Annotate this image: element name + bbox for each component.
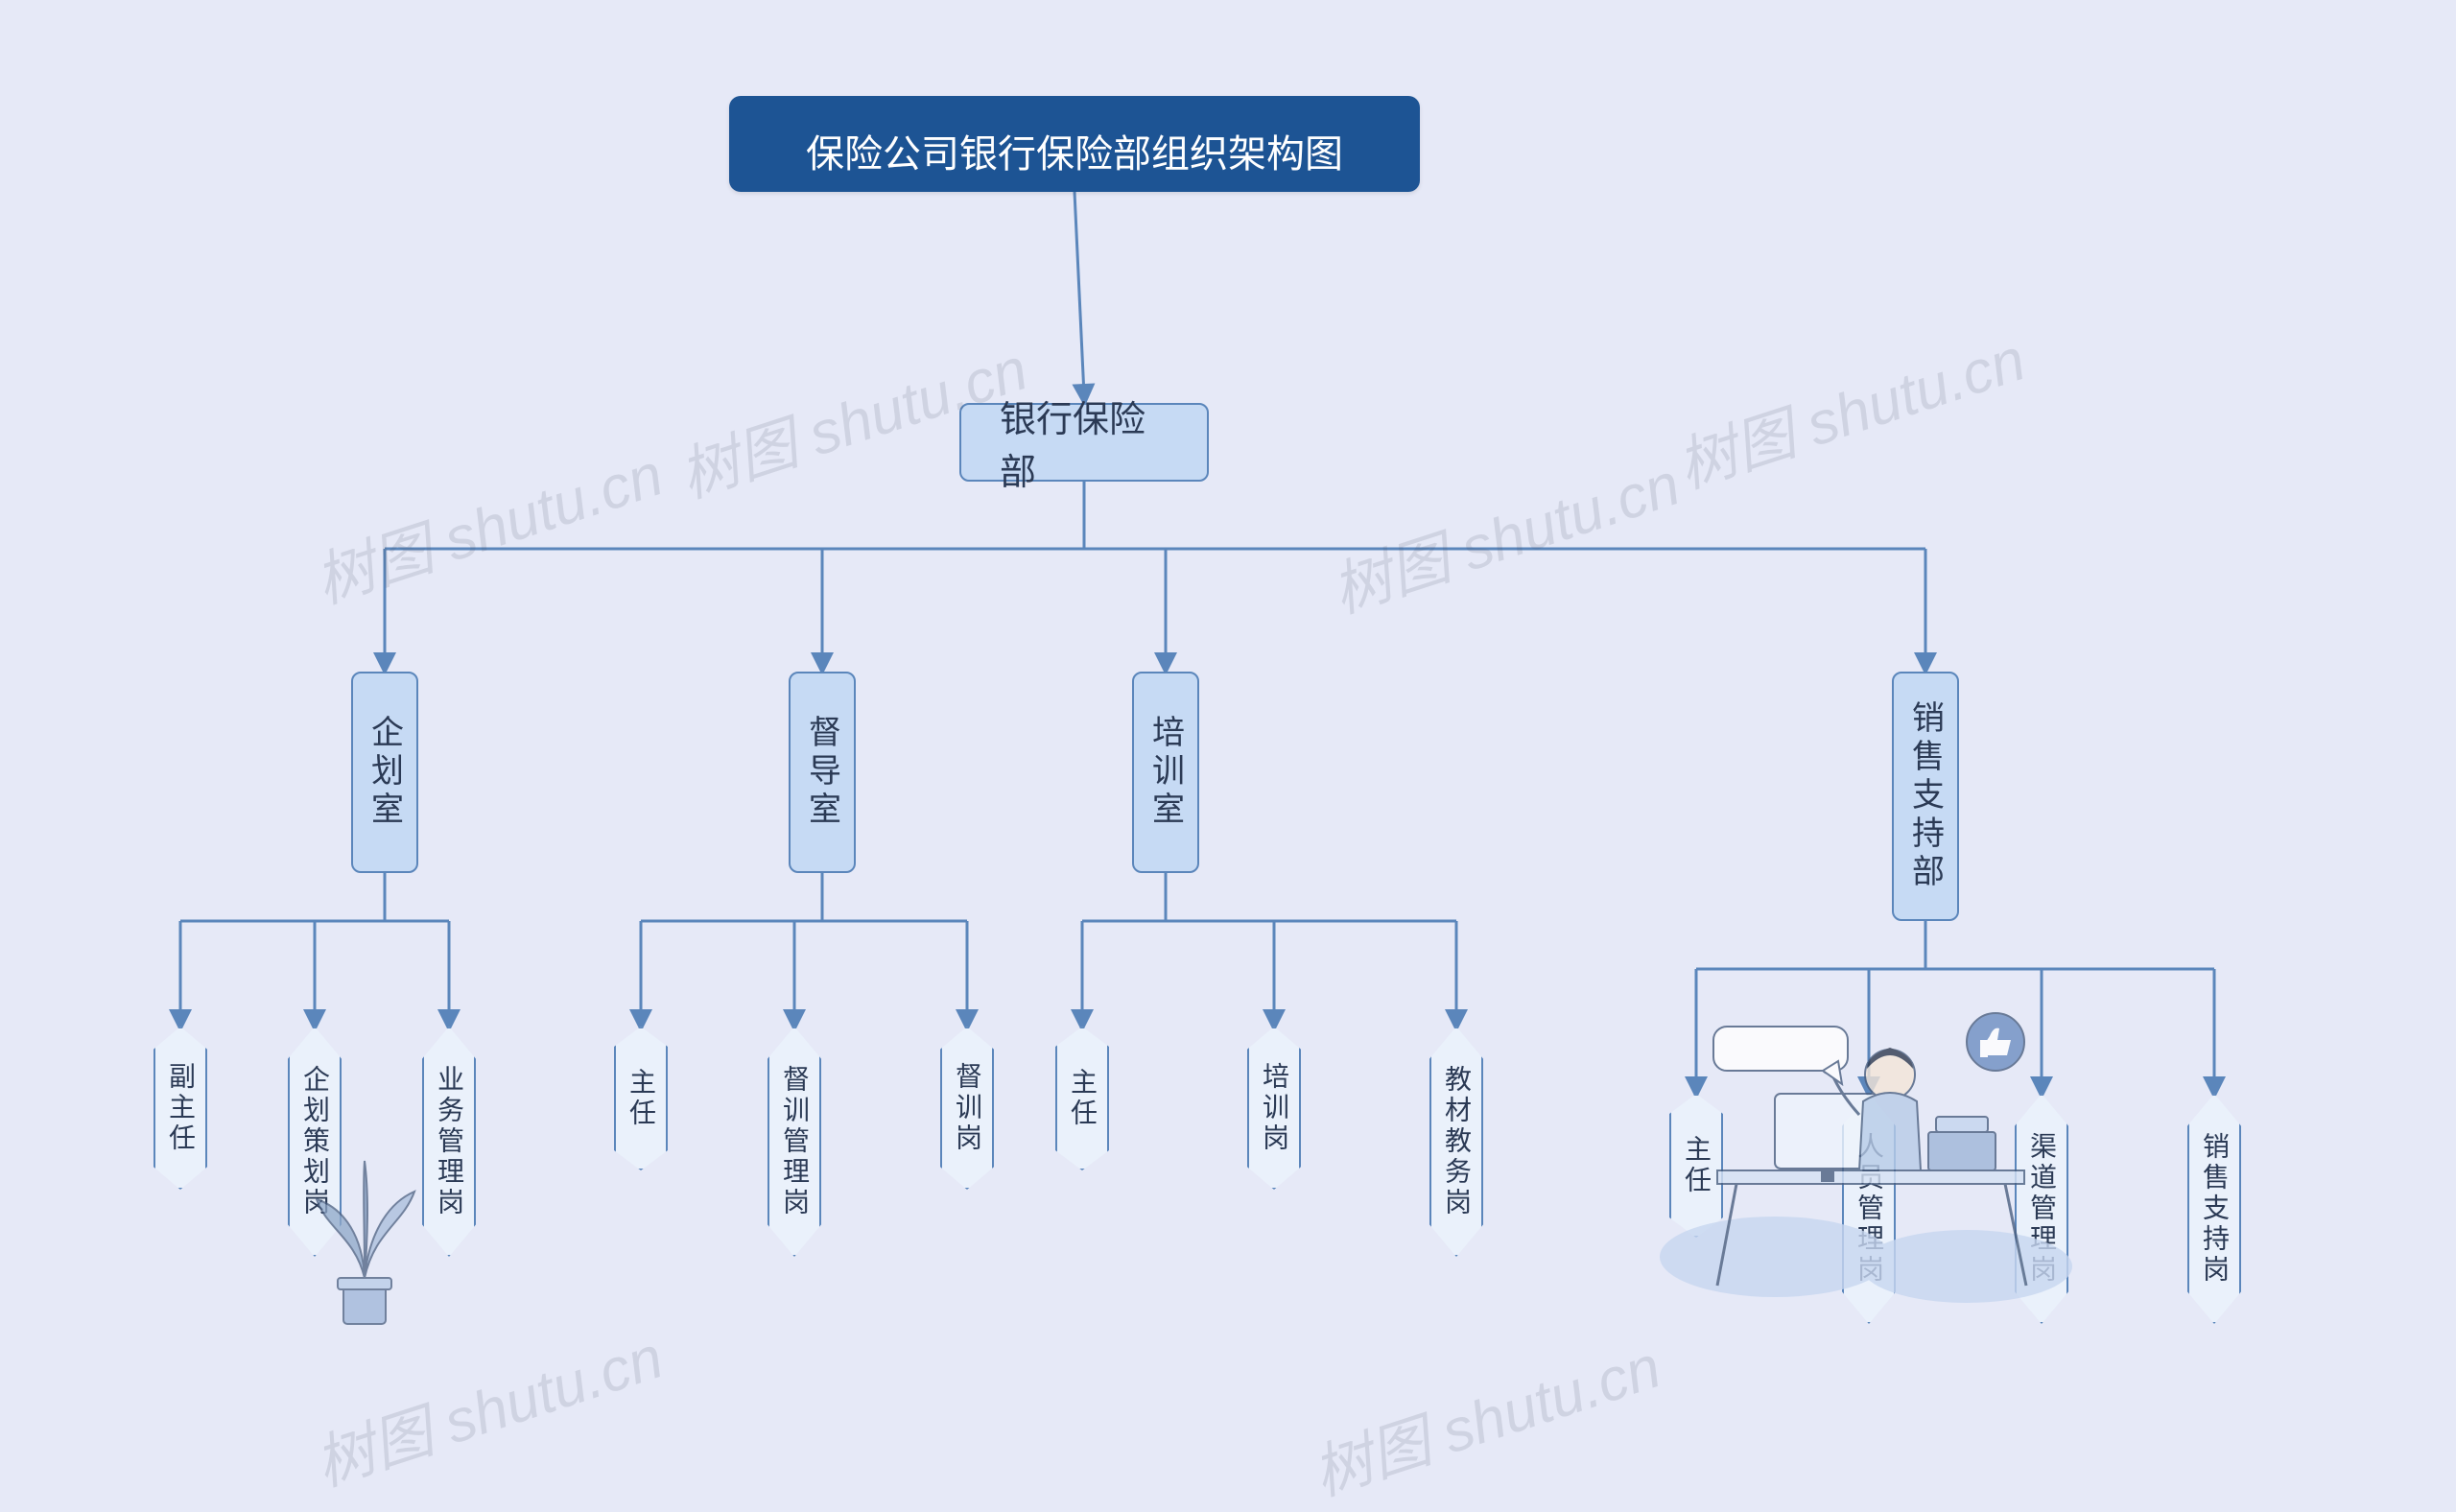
department-node: 银行保险部 (959, 403, 1209, 482)
leaf-node: 培训岗 (1247, 1027, 1301, 1190)
leaf-node: 教材教务岗 (1429, 1027, 1483, 1257)
room-node-sales: 销售支持部 (1892, 672, 1959, 921)
leaf-node: 督训岗 (940, 1027, 994, 1190)
leaf-node: 督训管理岗 (768, 1027, 821, 1257)
leaf-node: 主任 (614, 1027, 668, 1170)
watermark: 树图 shutu.cn (1300, 1318, 1669, 1512)
leaf-node: 副主任 (154, 1027, 207, 1190)
root-title: 保险公司银行保险部组织架构图 (729, 96, 1420, 192)
watermark: 树图 shutu.cn (302, 1309, 672, 1502)
leaf-node: 销售支持岗 (2187, 1094, 2241, 1324)
desk-illustration (1650, 988, 2082, 1324)
watermark: 树图 shutu.cn (302, 426, 672, 620)
watermark: 树图 shutu.cn (1665, 311, 2034, 505)
room-node-superv: 督导室 (789, 672, 856, 873)
room-node-train: 培训室 (1132, 672, 1199, 873)
plant-illustration (297, 1151, 432, 1334)
org-chart-canvas: 保险公司银行保险部组织架构图 银行保险部 企划室 督导室 培训室 销售支持部 副… (0, 0, 2456, 1424)
watermark: 树图 shutu.cn (1319, 436, 1688, 629)
leaf-node: 主任 (1055, 1027, 1109, 1170)
room-node-plan: 企划室 (351, 672, 418, 873)
